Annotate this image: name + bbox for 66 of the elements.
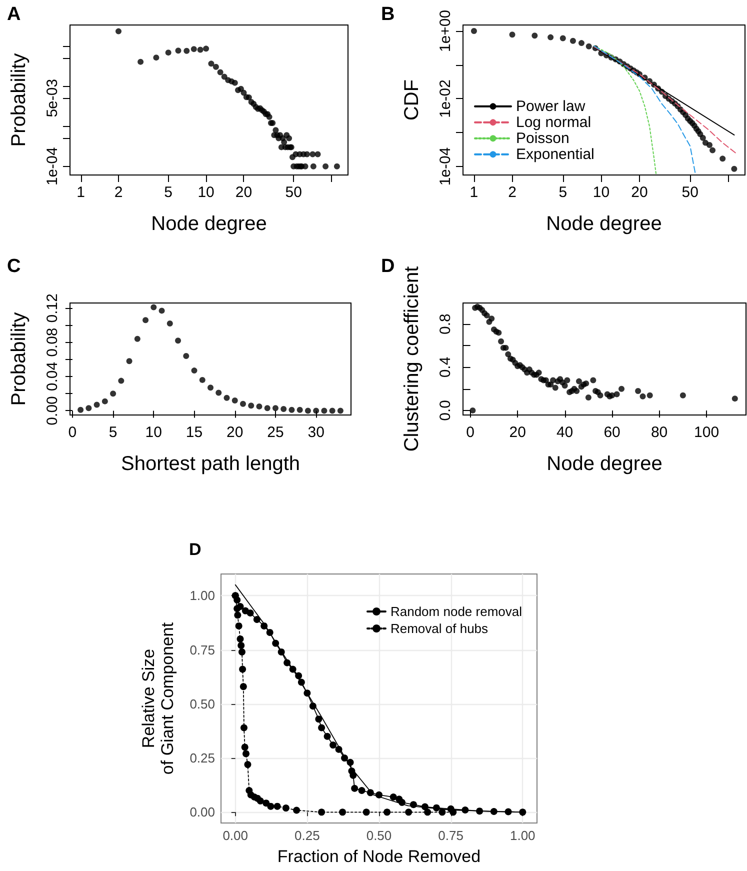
x-tick-label: 50 <box>682 184 698 201</box>
y-tick-label: 0.75 <box>190 642 215 658</box>
y-axis-title: CDF <box>401 79 423 121</box>
x-tick-label: 100 <box>694 424 720 441</box>
x-axis-title: Node degree <box>546 453 662 475</box>
x-tick-label: 20 <box>509 424 526 441</box>
legend-label: Exponential <box>516 146 594 163</box>
x-axis-title: Node degree <box>151 213 267 235</box>
legend-label: Removal of hubs <box>390 621 489 636</box>
y-tick-label: 0.4 <box>437 356 454 378</box>
x-tick-label: 5 <box>108 424 118 441</box>
x-tick-label: 0.50 <box>366 828 392 843</box>
y-tick-label: 0.50 <box>190 696 215 712</box>
y-tick-label: 5e-03 <box>44 78 61 118</box>
x-tick-label: 2 <box>508 184 516 201</box>
chart-title: D <box>381 256 395 277</box>
y-tick-label: 0.8 <box>437 314 454 334</box>
x-tick-label: 15 <box>186 424 203 441</box>
y-tick-label: 0.25 <box>190 750 215 766</box>
chart-title: A <box>7 4 21 25</box>
x-tick-label: 25 <box>267 424 284 441</box>
x-tick-label: 60 <box>604 424 620 441</box>
x-tick-label: 10 <box>198 184 214 201</box>
x-tick-label: 0 <box>466 424 474 441</box>
y-tick-label: 0.04 <box>44 362 61 392</box>
x-axis-title: Fraction of Node Removed <box>277 847 481 866</box>
y-tick-label: 0.00 <box>190 804 215 820</box>
x-tick-label: 1 <box>470 184 478 201</box>
y-tick-label: 1e-02 <box>437 80 454 118</box>
x-tick-label: 10 <box>592 184 610 201</box>
x-tick-label: 20 <box>226 424 244 441</box>
legend-label: Power law <box>516 98 586 115</box>
y-axis-title: Clustering coefficient <box>401 266 423 452</box>
x-tick-label: 80 <box>650 424 668 441</box>
y-tick-label: 0.12 <box>44 294 61 323</box>
x-tick-label: 5 <box>558 184 568 201</box>
y-tick-label: 1.00 <box>190 588 215 604</box>
chart-title: B <box>381 4 395 25</box>
x-tick-label: 1.00 <box>510 828 536 843</box>
y-tick-label: 0.0 <box>437 400 454 421</box>
x-tick-label: 5 <box>164 184 173 201</box>
x-tick-label: 30 <box>308 424 324 441</box>
y-tick-label: 1e-04 <box>437 147 454 186</box>
x-tick-label: 0.00 <box>222 828 248 843</box>
x-tick-label: 40 <box>556 424 574 441</box>
y-tick-label: 0.08 <box>44 328 61 357</box>
x-tick-label: 20 <box>235 184 252 201</box>
x-tick-label: 1 <box>76 184 85 201</box>
y-axis-title: Probability <box>8 53 30 147</box>
chart-title: C <box>7 256 21 277</box>
legend-label: Poisson <box>516 130 570 147</box>
y-tick-label: 1e+00 <box>437 10 454 52</box>
x-tick-label: 2 <box>114 184 123 201</box>
legend-label: Random node removal <box>390 604 522 619</box>
x-tick-label: 0.25 <box>294 828 320 843</box>
chart-title: D <box>189 540 202 559</box>
x-tick-label: 50 <box>285 184 302 201</box>
y-axis-title: Probability <box>8 312 30 406</box>
x-tick-label: 10 <box>145 424 162 441</box>
y-tick-label: 1e-04 <box>44 147 61 186</box>
x-axis-title: Node degree <box>546 213 662 235</box>
x-axis-title: Shortest path length <box>120 453 300 475</box>
x-tick-label: 0 <box>68 424 77 441</box>
y-axis-title: Relative Size of Giant Component <box>139 622 177 775</box>
x-tick-label: 20 <box>631 184 648 201</box>
legend-label: Log normal <box>516 114 592 131</box>
